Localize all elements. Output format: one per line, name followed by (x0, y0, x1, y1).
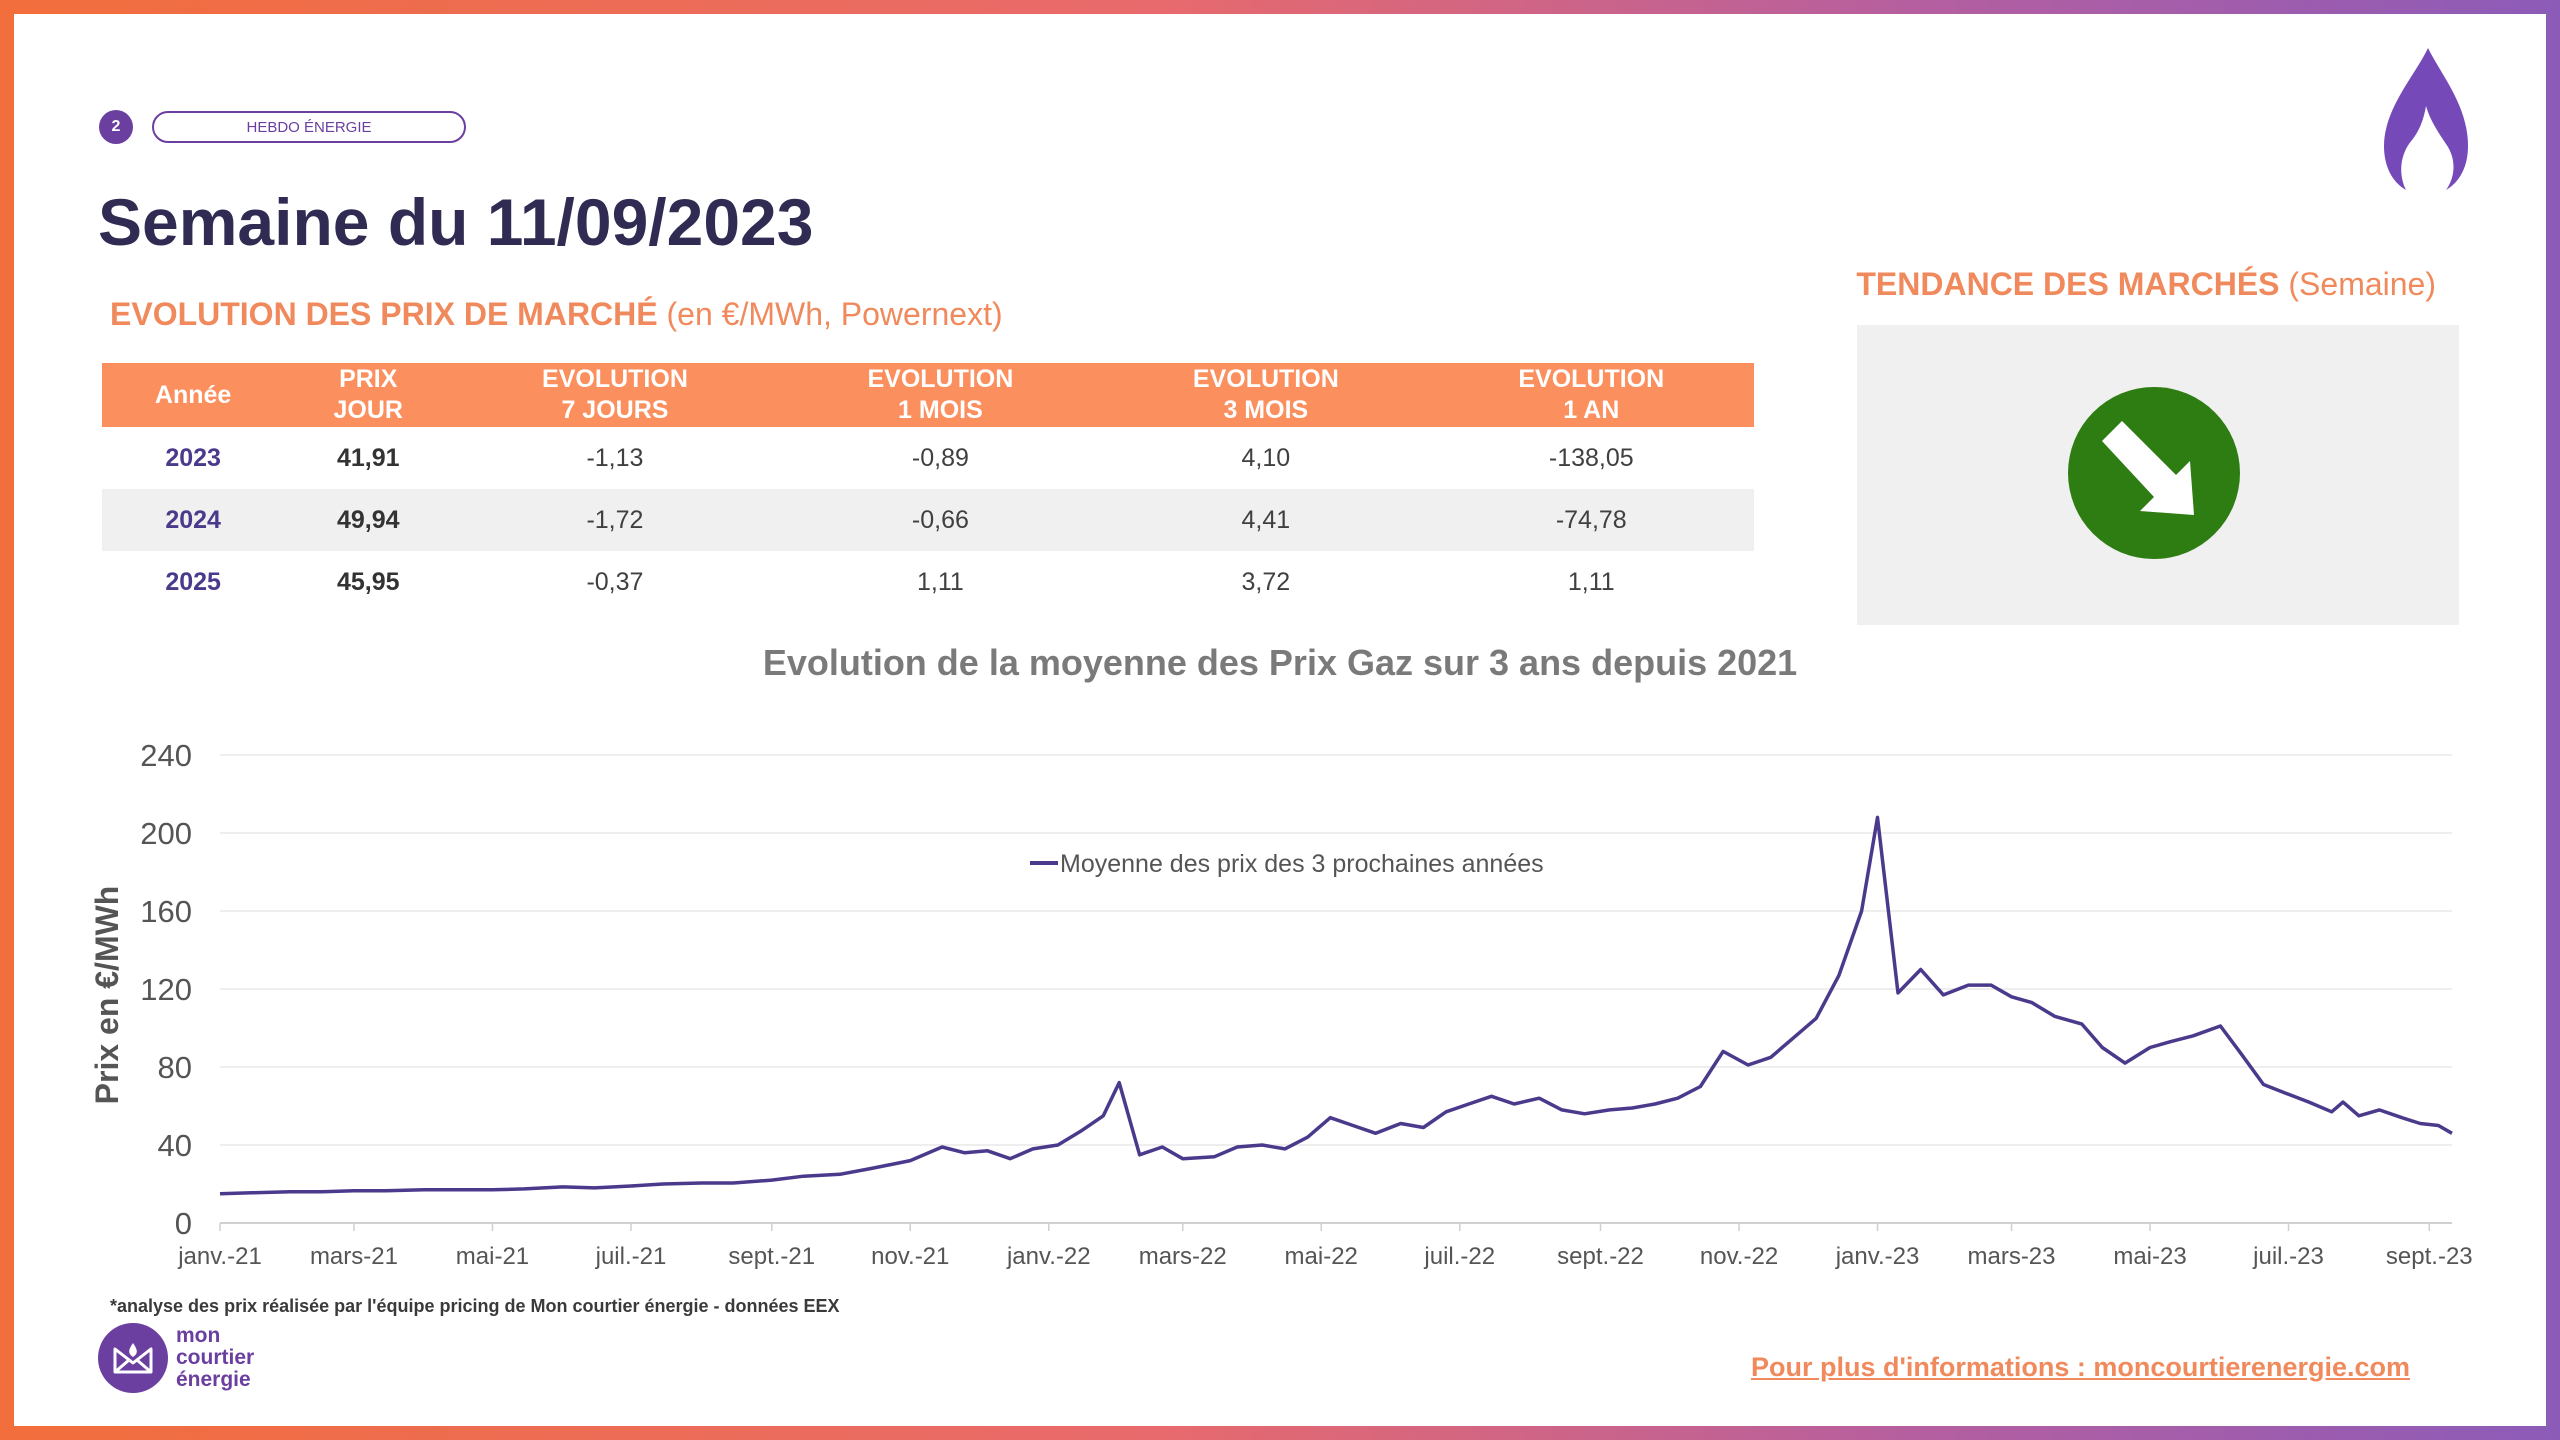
table-header-cell: EVOLUTION 1 AN (1428, 363, 1754, 427)
y-tick-label: 80 (158, 1050, 192, 1085)
x-tick-label: juil.-21 (595, 1243, 667, 1270)
table-cell: -138,05 (1548, 443, 1634, 472)
x-tick-label: sept.-23 (2386, 1243, 2473, 1270)
brand-line: énergie (176, 1368, 251, 1391)
table-cell: 41,91 (336, 443, 400, 472)
x-tick-label: mars-23 (1967, 1243, 2055, 1270)
y-tick-label: 240 (140, 738, 192, 773)
table-header-text: JOUR (333, 396, 403, 424)
market-table-title: EVOLUTION DES PRIX DE MARCHÉ (en €/MWh, … (110, 296, 1003, 333)
trend-panel (1857, 325, 2459, 625)
x-tick-label: janv.-21 (177, 1243, 262, 1270)
footnote: *analyse des prix réalisée par l'équipe … (110, 1296, 840, 1316)
table-cell: -0,66 (777, 489, 1104, 551)
x-tick-label: janv.-22 (1006, 1243, 1091, 1270)
table-header-text: Année (154, 380, 232, 409)
y-tick-label: 160 (140, 894, 192, 929)
table-cell-year: 2023 (165, 443, 221, 472)
page-number-badge: 2 (99, 110, 133, 144)
table-cell: 3,72 (1241, 567, 1291, 596)
section-label-pill: HEBDO ÉNERGIE (152, 111, 466, 143)
table-header-text: EVOLUTION (542, 365, 688, 393)
table-header-text: 7 JOURS (561, 396, 669, 424)
more-info-link[interactable]: Pour plus d'informations : moncourtieren… (1751, 1352, 2410, 1382)
table-row: 2024 49,94 -1,72 -0,66 4,41 -74,78 (102, 489, 1754, 551)
table-cell: 49,94 (284, 489, 453, 551)
y-tick-label: 120 (140, 972, 192, 1007)
y-tick-label: 40 (158, 1128, 192, 1163)
trend-title: TENDANCE DES MARCHÉS (Semaine) (1856, 266, 2436, 303)
table-row: 2023 41,91 -1,13 -0,89 4,10 -138,05 (102, 427, 1754, 489)
y-tick-label: 0 (175, 1206, 192, 1241)
y-tick-label: 200 (140, 816, 192, 851)
x-tick-label: mars-22 (1139, 1243, 1227, 1270)
x-tick-label: juil.-22 (1423, 1243, 1495, 1270)
market-table-title-rest: (en €/MWh, Powernext) (657, 296, 1003, 332)
table-header-text: EVOLUTION (1518, 365, 1665, 393)
table-body: 2023 41,91 -1,13 -0,89 4,10 -138,05 2024 49,94-… (102, 427, 1754, 613)
x-tick-label: juil.-23 (2252, 1243, 2324, 1270)
table-cell-year: 2024 (102, 489, 285, 551)
market-table-title-bold: EVOLUTION DES PRIX DE MARCHÉ (110, 296, 658, 332)
table-cell: -0,89 (911, 443, 969, 472)
table-header-text: EVOLUTION (1192, 365, 1339, 393)
brand-line: courtier (176, 1346, 255, 1369)
table-header-text: PRIX (339, 365, 398, 393)
y-axis-label: Prix en €/MWh (89, 886, 125, 1105)
table-cell: -1,13 (586, 443, 644, 472)
brand-logo: mon courtier énergie (98, 1318, 254, 1398)
table-row: 2025 45,95 -0,37 1,11 3,72 1,11 (102, 551, 1754, 613)
table-cell: -74,78 (1428, 489, 1754, 551)
table-header-text: 1 MOIS (898, 396, 983, 424)
x-tick-label: nov.-22 (1700, 1243, 1778, 1270)
x-tick-label: mai-22 (1285, 1243, 1358, 1270)
x-tick-label: janv.-23 (1835, 1243, 1920, 1270)
legend-label: Moyenne des prix des 3 prochaines années (1060, 850, 1544, 878)
trend-title-rest: (Semaine) (2279, 266, 2436, 302)
table-cell: 45,95 (336, 567, 400, 596)
table-cell: -1,72 (452, 489, 778, 551)
table-cell: 1,11 (916, 567, 964, 596)
x-tick-label: mars-21 (310, 1243, 398, 1270)
x-tick-label: mai-23 (2113, 1243, 2186, 1270)
table-header-cell: EVOLUTION 3 MOIS (1103, 363, 1429, 427)
x-tick-label: nov.-21 (871, 1243, 949, 1270)
table-header-cell: EVOLUTION 7 JOURS (452, 363, 778, 427)
x-tick-label: sept.-22 (1557, 1243, 1644, 1270)
page-title: Semaine du 11/09/2023 (98, 185, 814, 259)
trend-title-bold: TENDANCE DES MARCHÉS (1856, 266, 2280, 302)
x-tick-label: sept.-21 (728, 1243, 815, 1270)
table-header-cell: PRIX JOUR (284, 363, 453, 427)
table-cell: 4,41 (1103, 489, 1429, 551)
table-cell: 1,11 (1567, 567, 1615, 596)
x-tick-label: mai-21 (456, 1243, 529, 1270)
table-header-text: EVOLUTION (867, 365, 1014, 393)
table-header-cell: EVOLUTION 1 MOIS (777, 363, 1104, 427)
envelope-icon (98, 1323, 168, 1393)
flame-icon (2384, 48, 2468, 190)
trend-down-arrow-icon (2068, 387, 2240, 559)
chart-title: Evolution de la moyenne des Prix Gaz sur… (762, 642, 1798, 683)
table-cell: -0,37 (586, 567, 644, 596)
table-header-text: 1 AN (1563, 396, 1620, 424)
table-cell-year: 2025 (165, 567, 221, 596)
table-cell: 4,10 (1241, 443, 1291, 472)
series-line (219, 815, 2453, 1196)
market-price-table: Année PRIX JOUR EVOLUTION 7 JOURS EVOLUTION 1 … (102, 363, 1754, 613)
table-header-cell: Année (102, 363, 285, 427)
brand-name: mon courtier énergie (176, 1325, 254, 1391)
table-header-row: Année PRIX JOUR EVOLUTION 7 JOURS EVOLUTION 1 … (102, 363, 1754, 427)
table-header-text: 3 MOIS (1223, 396, 1309, 424)
brand-line: mon (176, 1324, 221, 1347)
